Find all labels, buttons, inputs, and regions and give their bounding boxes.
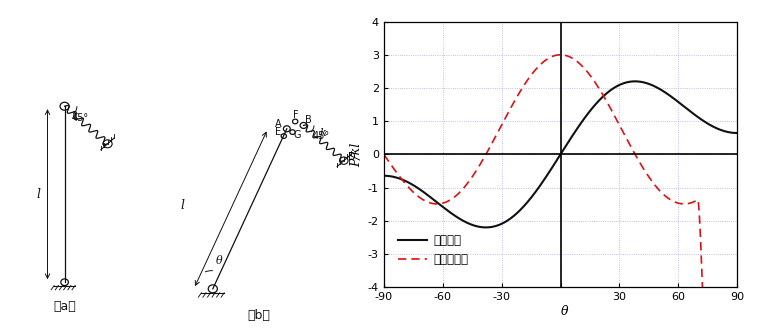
稳定性分区 <box>733 292 742 296</box>
Text: 45°: 45° <box>71 113 89 123</box>
稳定性分区 <box>379 153 388 157</box>
Text: 45°: 45° <box>313 131 330 141</box>
平衡路径 <box>515 209 524 213</box>
Text: k: k <box>320 128 327 138</box>
稳定性分区 <box>556 53 565 57</box>
Text: A: A <box>274 119 281 129</box>
平衡路径 <box>643 81 652 85</box>
Text: l: l <box>181 199 185 212</box>
Text: k: k <box>71 111 78 121</box>
稳定性分区 <box>698 292 707 296</box>
平衡路径 <box>733 131 742 135</box>
稳定性分区 <box>609 112 618 116</box>
平衡路径 <box>379 174 388 178</box>
平衡路径 <box>444 209 453 213</box>
平衡路径 <box>591 102 600 106</box>
平衡路径 <box>631 79 640 83</box>
Text: G: G <box>293 130 301 140</box>
Text: E: E <box>275 127 281 137</box>
稳定性分区 <box>670 200 679 204</box>
稳定性分区 <box>643 173 652 177</box>
Text: B: B <box>306 115 312 125</box>
Text: l: l <box>36 188 40 201</box>
Y-axis label: P/kl: P/kl <box>350 142 363 167</box>
稳定性分区 <box>591 81 600 85</box>
稳定性分区 <box>515 92 524 96</box>
平衡路径 <box>670 97 679 101</box>
稳定性分区 <box>444 199 453 203</box>
Text: θ: θ <box>560 305 568 318</box>
Legend: 平衡路径, 稳定性分区: 平衡路径, 稳定性分区 <box>393 229 473 271</box>
平衡路径 <box>609 86 618 90</box>
Text: D: D <box>347 152 355 162</box>
Text: （a）: （a） <box>53 300 76 313</box>
Text: θ: θ <box>216 256 223 266</box>
Line: 平衡路径: 平衡路径 <box>384 81 737 227</box>
平衡路径 <box>481 225 490 229</box>
Text: （b）: （b） <box>247 309 270 322</box>
Line: 稳定性分区: 稳定性分区 <box>384 55 737 294</box>
Text: F: F <box>293 110 299 120</box>
